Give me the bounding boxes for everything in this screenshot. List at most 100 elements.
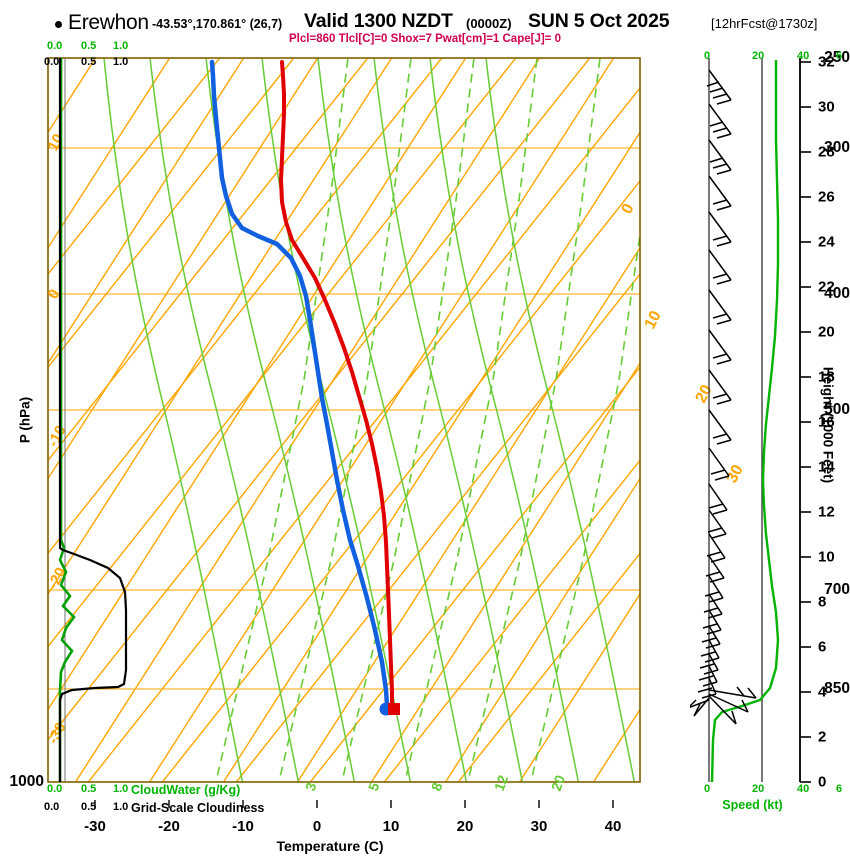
cloudiness-legend-label: Grid-Scale Cloudiness: [131, 801, 265, 815]
temp-tick-40: 40: [604, 818, 622, 835]
temp-tick--10: -10: [232, 818, 254, 835]
header: Erewhon -43.53°,170.861° (26,7) Valid 13…: [0, 6, 850, 34]
speed-tick-bottom-0: 0: [704, 783, 711, 795]
windspeed-profile: [710, 60, 780, 782]
pressure-tick-850: 850: [824, 680, 850, 697]
cloudiness-scale-top-1: 1.0: [113, 56, 129, 68]
station-coordinates: -43.53°,170.861° (26,7): [152, 17, 283, 31]
temperature-profile: [279, 60, 394, 708]
cloudwater-curve: [58, 58, 76, 782]
temperature-axis-label: Temperature (C): [276, 838, 384, 854]
cloudiness-curve: [58, 58, 128, 782]
svg-text:12: 12: [491, 773, 511, 793]
wind-barb: [708, 211, 732, 247]
pressure-tick-500: 500: [824, 401, 850, 418]
wind-barb: [708, 139, 732, 175]
speed-tick-top-0: 0: [704, 50, 711, 62]
wind-barb: [702, 609, 722, 635]
pressure-tick-400: 400: [824, 285, 850, 302]
wind-barb: [706, 69, 732, 105]
temp-tick-20: 20: [456, 818, 474, 835]
moist-adiabat-lines: [103, 58, 636, 782]
cloudiness-scale-bottom-0: 0.0: [44, 801, 60, 813]
temperature-surface-marker: [388, 703, 400, 715]
height-tick-12: 12: [818, 503, 835, 521]
cloudiness-scale-top-05: 0.5: [81, 56, 97, 68]
isobar-lines: [48, 58, 640, 782]
temp-tick--30: -30: [84, 818, 106, 835]
wind-barb: [708, 693, 749, 713]
cloudwater-scale-1: 1.0: [113, 40, 129, 52]
valid-time: Valid 1300 NZDT: [304, 10, 453, 32]
height-axis-label: Height (1000 Feet): [820, 366, 836, 484]
height-tick-6: 6: [818, 638, 827, 656]
height-corner-top: 6: [836, 50, 843, 62]
wind-barbs: [690, 69, 757, 725]
height-axis-ticks: [800, 61, 811, 783]
wind-barb: [697, 677, 717, 699]
station-name: Erewhon: [68, 11, 149, 34]
height-tick-22: 22: [818, 278, 835, 296]
pressure-tick-250: 250: [824, 49, 850, 66]
cloudiness-scale-bottom-1: 1.0: [113, 801, 129, 813]
cloudiness-scale-bottom-05: 0.5: [81, 801, 97, 813]
cloudwater-scale-bottom-1: 1.0: [113, 783, 129, 795]
height-tick-16: 16: [818, 413, 835, 431]
cloudwater-scale-0: 0.0: [47, 40, 63, 52]
dry-adiabat-lines: [48, 58, 640, 782]
height-tick-20: 20: [818, 323, 835, 341]
temperature-axis-ticks: [94, 800, 614, 808]
speed-tick-bottom-20: 20: [752, 783, 765, 795]
wind-barb: [690, 699, 710, 709]
svg-text:20: 20: [693, 382, 716, 406]
wind-barb: [704, 575, 724, 603]
wind-barb: [708, 329, 732, 365]
speed-axis-label: Speed (kt): [722, 798, 783, 812]
cloudwater-legend-label: CloudWater (g/Kg): [131, 783, 241, 797]
height-corner-bottom: 6: [836, 783, 843, 795]
wind-barb: [708, 409, 732, 445]
wind-barb: [708, 249, 732, 285]
svg-text:0: 0: [619, 201, 638, 217]
forecast-tag: [12hrFcst@1730z]: [711, 16, 818, 31]
wind-barb: [708, 175, 732, 211]
svg-text:30: 30: [724, 462, 747, 486]
valid-time-z: (0000Z): [466, 16, 512, 31]
height-tick-10: 10: [818, 548, 835, 566]
svg-text:10: 10: [642, 308, 665, 332]
height-tick-0: 0: [818, 773, 827, 791]
plot-frame: [47, 57, 641, 783]
wind-barb: [698, 665, 718, 687]
height-tick-18: 18: [818, 368, 835, 386]
height-tick-26: 26: [818, 188, 835, 206]
dewpoint-profile: [209, 59, 390, 709]
speed-tick-top-40: 40: [797, 50, 810, 62]
wind-barb: [700, 639, 720, 663]
wind-barb: [708, 289, 732, 325]
height-tick-28: 28: [818, 143, 835, 161]
cloudwater-scale-bottom-0: 0.0: [47, 783, 63, 795]
wind-barb: [708, 483, 728, 515]
cloudwater-scale-05: 0.5: [81, 40, 97, 52]
valid-date: SUN 5 Oct 2025: [528, 10, 670, 32]
temp-tick-30: 30: [530, 818, 548, 835]
station-dot-icon: [55, 21, 62, 28]
temp-tick--20: -20: [158, 818, 180, 835]
height-tick-24: 24: [818, 233, 835, 251]
wind-barb: [708, 686, 757, 699]
height-tick-14: 14: [818, 458, 835, 476]
speed-tick-top-20: 20: [752, 50, 765, 62]
wind-barb: [707, 509, 727, 539]
wind-barb: [708, 103, 732, 139]
wind-barb: [708, 695, 737, 725]
cloudiness-scale-top-0: 0.0: [44, 56, 60, 68]
wind-barb: [708, 447, 730, 481]
svg-text:20: 20: [548, 773, 568, 793]
pressure-axis-label: P (hPa): [17, 396, 33, 444]
speed-tick-bottom-40: 40: [797, 783, 810, 795]
height-tick-30: 30: [818, 98, 835, 116]
height-tick-8: 8: [818, 593, 827, 611]
pressure-tick-1000: 1000: [9, 773, 44, 790]
